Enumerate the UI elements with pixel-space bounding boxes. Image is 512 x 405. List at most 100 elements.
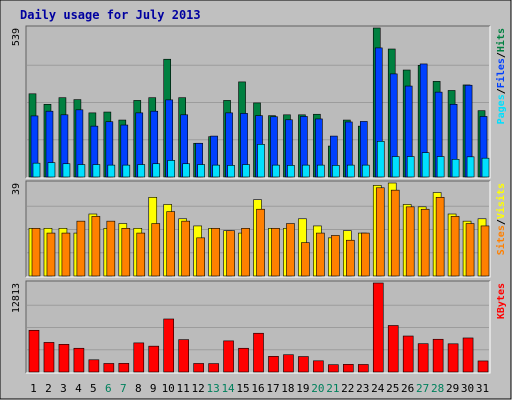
x-tick-label-day-24: 24 <box>371 382 385 395</box>
bar-sites-day-19 <box>301 242 310 277</box>
bar-sites-day-8 <box>136 232 146 277</box>
bar-pages-day-1 <box>32 162 41 178</box>
legend-visitors: Sites/Visits <box>495 183 507 255</box>
x-tick-label-day-12: 12 <box>192 382 205 395</box>
x-tick-label-day-9: 9 <box>150 382 157 395</box>
x-tick-label-day-19: 19 <box>296 382 309 395</box>
bar-sites-day-23 <box>360 232 370 277</box>
bar-kbytes-day-20 <box>313 360 324 373</box>
y-scale-label-visitors: 39 <box>11 183 22 195</box>
bar-sites-day-1 <box>31 228 41 277</box>
bar-kbytes-day-14 <box>223 340 234 373</box>
legend-item-visitors-2: Visits <box>495 183 507 219</box>
bar-sites-day-10 <box>166 211 176 277</box>
bar-kbytes-day-22 <box>343 364 354 373</box>
bar-pages-day-14 <box>227 165 235 178</box>
x-tick-label-day-10: 10 <box>162 382 175 395</box>
bar-kbytes-day-11 <box>178 339 189 373</box>
bar-sites-day-16 <box>256 208 265 277</box>
bar-pages-day-25 <box>391 156 400 178</box>
bar-sites-day-29 <box>450 216 460 277</box>
bar-kbytes-day-28 <box>432 338 444 373</box>
x-tick-label-day-4: 4 <box>75 382 82 395</box>
bar-pages-day-11 <box>182 163 190 178</box>
x-tick-label-day-26: 26 <box>401 382 414 395</box>
bar-kbytes-day-13 <box>208 363 219 373</box>
bar-kbytes-day-26 <box>402 335 414 373</box>
x-tick-label-day-3: 3 <box>60 382 67 395</box>
bar-kbytes-day-3 <box>58 344 70 373</box>
x-tick-label-day-13: 13 <box>206 382 219 395</box>
bar-sites-day-20 <box>316 232 325 277</box>
x-axis-labels: 1 2 3 4 5 6 7 8 9 10 11 12 13 14 15 16 17 18 19 20 21 22 23 24 2… <box>30 382 489 395</box>
bar-sites-day-3 <box>61 232 71 277</box>
plot-area-traffic-highlight <box>26 26 491 179</box>
bar-pages-day-30 <box>466 156 475 178</box>
x-tick-label-day-5: 5 <box>90 382 97 395</box>
bar-pages-day-18 <box>287 165 295 178</box>
x-tick-label-day-17: 17 <box>266 382 279 395</box>
bar-kbytes-day-29 <box>447 343 459 373</box>
bar-sites-day-18 <box>286 223 295 277</box>
bar-kbytes-day-31 <box>477 360 489 373</box>
bar-pages-day-9 <box>152 163 161 178</box>
bar-sites-day-9 <box>151 223 161 277</box>
bar-kbytes-day-10 <box>163 318 175 373</box>
bar-kbytes-day-5 <box>88 359 100 373</box>
bar-pages-day-20 <box>317 164 325 178</box>
panel-traffic: 539 Pages/Files/Hits <box>11 25 507 179</box>
y-scale-label-traffic: 539 <box>11 28 22 46</box>
legend-traffic: Pages/Files/Hits <box>495 28 507 124</box>
x-tick-label-day-8: 8 <box>135 382 142 395</box>
bar-sites-day-25 <box>390 189 400 277</box>
bar-sites-day-12 <box>196 237 205 277</box>
chart-title: Daily usage for July 2013 <box>20 8 201 22</box>
bar-kbytes-day-17 <box>268 356 279 373</box>
bar-pages-day-17 <box>272 164 280 178</box>
legend-item-kbytes-0: KBytes <box>496 283 507 319</box>
plot-area-visitors-highlight <box>26 181 491 278</box>
legend-item-traffic-3: / <box>496 52 507 58</box>
x-tick-label-day-15: 15 <box>236 382 249 395</box>
bar-kbytes-day-12 <box>193 363 204 373</box>
bar-sites-day-5 <box>91 216 101 277</box>
bar-sites-day-4 <box>76 220 86 277</box>
bar-pages-day-15 <box>242 164 250 178</box>
x-tick-label-day-25: 25 <box>386 382 399 395</box>
x-tick-label-day-11: 11 <box>177 382 190 395</box>
x-tick-label-day-6: 6 <box>105 382 112 395</box>
plot-area-visitors-shadow <box>25 180 490 277</box>
legend-kbytes: KBytes <box>496 283 507 319</box>
x-tick-label-day-31: 31 <box>476 382 489 395</box>
bar-sites-day-7 <box>121 228 131 277</box>
bar-sites-day-27 <box>420 208 430 277</box>
bar-kbytes-day-15 <box>238 347 249 373</box>
bar-pages-day-10 <box>167 160 176 178</box>
bar-pages-day-21 <box>332 165 340 178</box>
bar-sites-day-31 <box>480 225 490 277</box>
legend-item-traffic-2: Files <box>495 58 507 88</box>
x-tick-label-day-22: 22 <box>341 382 354 395</box>
bar-sites-day-6 <box>106 220 116 277</box>
bar-kbytes-day-1 <box>28 329 40 373</box>
bar-sites-day-21 <box>331 235 340 277</box>
bar-sites-day-11 <box>181 220 190 277</box>
x-tick-label-day-29: 29 <box>446 382 459 395</box>
bar-pages-day-2 <box>47 162 56 178</box>
bar-sites-day-26 <box>405 206 415 277</box>
plot-area-kbytes-highlight <box>26 281 491 374</box>
bar-pages-day-26 <box>406 156 415 178</box>
x-tick-label-day-18: 18 <box>281 382 294 395</box>
bar-pages-day-31 <box>481 157 490 178</box>
bar-pages-day-4 <box>77 164 86 178</box>
bar-pages-day-24 <box>376 141 385 178</box>
bar-pages-day-27 <box>421 152 430 178</box>
bar-kbytes-day-27 <box>417 343 429 373</box>
bar-kbytes-day-9 <box>148 345 160 373</box>
bar-pages-day-13 <box>212 164 220 178</box>
x-tick-label-day-30: 30 <box>461 382 474 395</box>
bar-kbytes-day-24 <box>372 282 384 373</box>
bar-sites-day-15 <box>241 228 250 277</box>
bar-kbytes-day-2 <box>43 342 55 373</box>
